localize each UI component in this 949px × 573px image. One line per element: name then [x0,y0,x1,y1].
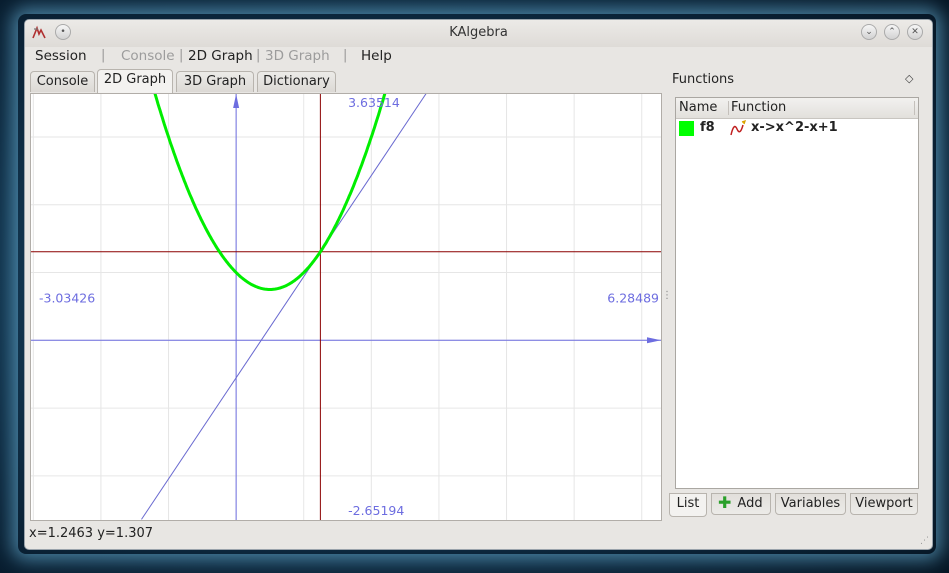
viewport-ymax-label: 3.63514 [348,95,400,110]
menu-console[interactable]: Console [121,48,175,64]
function-color-swatch [679,121,694,136]
viewport-ymin-label: -2.65194 [348,503,404,518]
column-name[interactable]: Name [679,100,718,115]
function-expression: x->x^2-x+1 [751,120,838,135]
function-curve [153,94,387,291]
column-function[interactable]: Function [731,100,787,115]
tab-add-label: Add [737,496,763,511]
kalgebra-window: • KAlgebra ⌄ ⌃ ✕ Session | Console | 2D … [24,19,933,550]
pin-button[interactable]: • [55,24,71,40]
tab-3d-graph[interactable]: 3D Graph [176,71,254,92]
status-bar: x=1.2463 y=1.307 [29,526,154,541]
title-bar[interactable]: • KAlgebra ⌄ ⌃ ✕ [25,20,932,47]
menu-separator: | [343,48,348,63]
tab-list[interactable]: List [669,493,707,517]
graph-svg[interactable]: 3.63514 -2.65194 -3.03426 6.28489 [31,94,661,520]
tangent-line [141,94,427,520]
x-axis-arrow [647,337,661,344]
column-divider[interactable] [914,101,915,115]
menu-help[interactable]: Help [361,48,392,64]
tab-variables[interactable]: Variables [775,493,846,515]
viewport-xmax-label: 6.28489 [607,290,659,305]
resize-grip[interactable]: ⋰ [920,536,929,546]
menu-separator: | [179,48,184,63]
menu-session[interactable]: Session [35,48,87,64]
list-item[interactable]: f8 x->x^2-x+1 [676,119,918,139]
graph-2d-canvas[interactable]: 3.63514 -2.65194 -3.03426 6.28489 [30,93,662,521]
maximize-button[interactable]: ⌃ [884,24,900,40]
add-icon: ✚ [718,493,732,512]
close-button[interactable]: ✕ [907,24,923,40]
tab-dictionary[interactable]: Dictionary [257,71,336,92]
viewport-xmin-label: -3.03426 [39,290,95,305]
tab-add[interactable]: ✚ Add [711,493,771,515]
functions-panel-title: Functions [672,72,735,87]
function-plot-icon [730,120,747,136]
splitter-handle[interactable]: ⋮ [662,290,672,301]
menu-bar: Session | Console | 2D Graph | 3D Graph … [25,47,932,69]
tab-viewport[interactable]: Viewport [850,493,918,515]
menu-2d-graph[interactable]: 2D Graph [188,48,253,64]
menu-separator: | [256,48,261,63]
functions-list[interactable]: Name Function f8 x->x^2-x+1 [675,97,919,489]
y-axis-arrow [233,94,240,108]
column-divider[interactable] [728,101,729,115]
panel-float-icon[interactable]: ◇ [905,72,914,85]
list-header: Name Function [676,98,918,119]
window-title: KAlgebra [449,25,508,40]
tab-console[interactable]: Console [30,71,95,92]
function-name: f8 [700,120,715,135]
tab-2d-graph[interactable]: 2D Graph [97,69,173,93]
app-icon[interactable] [31,25,47,41]
menu-separator: | [101,48,106,63]
minimize-button[interactable]: ⌄ [861,24,877,40]
menu-3d-graph[interactable]: 3D Graph [265,48,330,64]
